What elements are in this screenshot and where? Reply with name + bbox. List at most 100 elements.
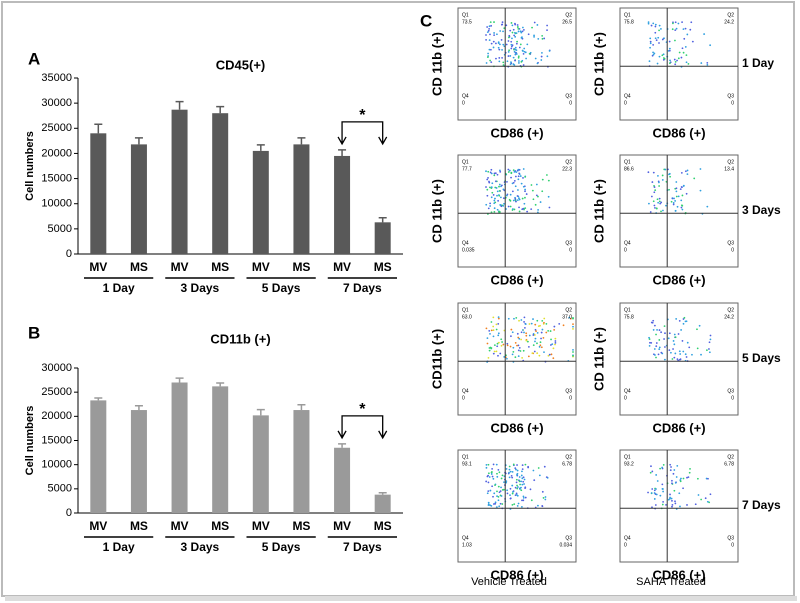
density-dot xyxy=(497,341,500,344)
group-label: 7 Days xyxy=(343,540,382,554)
density-dot xyxy=(675,318,678,320)
density-dot xyxy=(572,323,574,326)
quadrant-value: 0 xyxy=(731,396,734,402)
density-dot xyxy=(550,353,553,356)
group-label: 5 Days xyxy=(262,540,301,554)
density-dot xyxy=(708,341,711,344)
density-dot xyxy=(660,351,663,354)
density-dot xyxy=(515,481,518,484)
density-dot xyxy=(506,489,509,492)
density-dot xyxy=(655,356,657,359)
density-dot xyxy=(522,64,525,66)
error-bar xyxy=(134,404,143,411)
density-dot xyxy=(657,36,660,39)
quadrant-value: 0 xyxy=(569,396,572,402)
density-dot xyxy=(669,469,672,472)
quadrant-value: 0 xyxy=(731,101,734,107)
density-dot xyxy=(523,316,526,319)
density-dot xyxy=(507,36,510,39)
y-axis-label: Cell numbers xyxy=(24,406,36,476)
bar xyxy=(374,494,391,513)
density-dot xyxy=(654,37,657,40)
density-dot xyxy=(507,171,510,173)
density-dot xyxy=(562,324,565,327)
density-dot xyxy=(676,59,678,62)
density-dot xyxy=(496,495,498,497)
density-dot xyxy=(541,34,544,37)
quadrant-name: Q2 xyxy=(565,454,572,460)
quadrant-name: Q3 xyxy=(565,389,572,395)
density-dot xyxy=(654,31,657,34)
density-dot xyxy=(539,201,542,203)
density-dot xyxy=(547,329,550,332)
density-dot xyxy=(658,197,661,200)
density-dot xyxy=(655,342,658,344)
density-dot xyxy=(661,174,664,177)
density-dot xyxy=(493,344,496,346)
density-dot xyxy=(548,50,551,52)
density-dot xyxy=(490,196,493,199)
density-dot xyxy=(493,207,496,210)
density-dot xyxy=(507,40,510,42)
density-dot xyxy=(540,331,543,334)
density-dot xyxy=(521,26,524,29)
density-dot xyxy=(491,182,494,185)
density-dot xyxy=(654,23,657,26)
x-tick-label: MS xyxy=(130,260,148,274)
density-dot xyxy=(523,483,525,485)
density-dot xyxy=(499,170,502,173)
density-dot xyxy=(511,31,514,34)
density-dot xyxy=(568,316,571,319)
density-dot xyxy=(658,181,660,184)
density-dot xyxy=(493,172,496,175)
bar xyxy=(171,109,188,255)
density-dot xyxy=(674,500,676,503)
density-dot xyxy=(514,52,517,54)
density-dot xyxy=(669,497,671,500)
density-dot xyxy=(516,26,519,28)
density-dot xyxy=(649,211,652,213)
density-dot xyxy=(526,43,529,46)
density-dot xyxy=(537,504,539,507)
density-dot xyxy=(514,35,517,38)
panel-label: B xyxy=(28,323,40,342)
density-dot xyxy=(706,500,709,503)
density-dot xyxy=(499,204,502,206)
x-tick-label: MV xyxy=(89,260,107,274)
density-dot xyxy=(524,327,526,329)
density-dot xyxy=(680,171,683,174)
density-dot xyxy=(489,33,491,36)
density-dot xyxy=(663,338,665,340)
density-dot xyxy=(494,180,497,183)
density-dot xyxy=(503,481,505,484)
density-dot xyxy=(673,356,676,359)
x-tick-label: MS xyxy=(374,519,392,533)
density-dot xyxy=(662,463,665,466)
density-dot xyxy=(674,39,676,42)
density-dot xyxy=(515,49,518,52)
density-dot xyxy=(517,336,520,339)
density-dot xyxy=(535,194,538,197)
density-dot xyxy=(509,470,512,473)
density-dot xyxy=(682,28,685,31)
density-dot xyxy=(516,487,519,490)
density-dot xyxy=(684,353,687,356)
density-dot xyxy=(670,351,672,354)
density-dot xyxy=(492,495,494,498)
density-dot xyxy=(647,491,649,494)
density-dot xyxy=(489,332,491,335)
quadrant-value: 0 xyxy=(624,101,627,107)
density-dot xyxy=(547,179,550,182)
density-dot xyxy=(499,169,501,172)
density-dot xyxy=(691,353,693,356)
density-dot xyxy=(660,331,663,334)
density-dot xyxy=(668,173,670,176)
density-dot xyxy=(488,39,491,42)
density-dot xyxy=(671,503,674,506)
density-dot xyxy=(541,37,544,40)
density-dot xyxy=(516,199,519,202)
density-dot xyxy=(515,468,517,471)
density-dot xyxy=(649,471,652,474)
density-dot xyxy=(489,504,492,507)
density-dot xyxy=(537,37,540,40)
